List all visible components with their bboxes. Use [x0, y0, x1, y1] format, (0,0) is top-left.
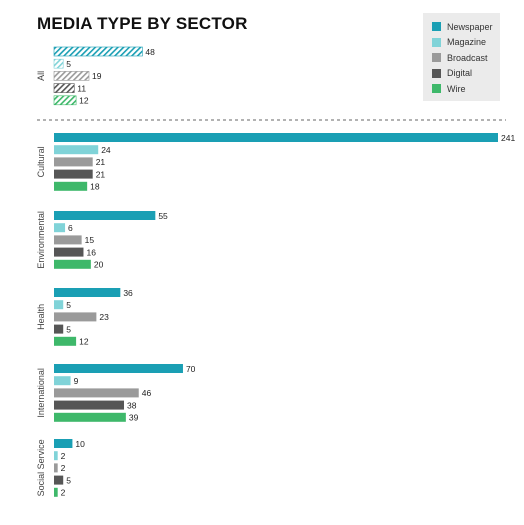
legend-item-magazine: Magazine — [432, 35, 500, 51]
group-health: 36 5 23 5 12 Health — [36, 288, 133, 347]
legend-label: Wire — [447, 83, 466, 94]
legend-item-broadcast: Broadcast — [432, 50, 500, 66]
bar-digital — [54, 400, 125, 410]
bar-wire — [53, 95, 77, 106]
bar-value-label: 11 — [77, 83, 86, 93]
bar-value-label: 21 — [96, 169, 106, 179]
group-label: Health — [36, 304, 46, 330]
legend-swatch — [432, 22, 441, 32]
bar-value-label: 36 — [123, 288, 133, 298]
bar-value-label: 2 — [61, 488, 66, 498]
bar-value-label: 18 — [90, 182, 100, 192]
bar-value-label: 12 — [79, 337, 89, 347]
bar-digital — [54, 475, 64, 485]
group-international: 70 9 46 38 39 International — [36, 364, 196, 423]
group-label: Environmental — [36, 211, 46, 269]
bar-broadcast — [54, 157, 93, 167]
chart-title: MEDIA TYPE BY SECTOR — [37, 14, 248, 33]
legend-swatch — [432, 84, 441, 94]
bar-value-label: 5 — [66, 300, 71, 310]
group-label: Social Service — [36, 439, 46, 496]
bar-digital — [54, 169, 93, 179]
legend-label: Magazine — [447, 37, 487, 48]
bar-newspaper — [54, 288, 121, 297]
bar-value-label: 5 — [66, 59, 71, 69]
group-label: All — [36, 71, 46, 81]
legend-label: Broadcast — [447, 52, 488, 63]
bar-value-label: 38 — [127, 400, 137, 410]
bar-value-label: 2 — [61, 463, 66, 473]
group-environmental: 55 6 15 16 20 Environmental — [36, 211, 168, 270]
legend-item-digital: Digital — [432, 66, 500, 82]
bar-value-label: 16 — [86, 247, 96, 257]
group-all: 48 5 19 11 12 All — [36, 46, 155, 106]
bar-newspaper — [54, 133, 498, 142]
bar-wire — [54, 412, 126, 422]
bar-value-label: 46 — [142, 388, 152, 398]
legend-label: Digital — [447, 68, 473, 79]
bar-digital — [53, 83, 75, 93]
bar-broadcast — [53, 71, 90, 81]
bar-value-label: 48 — [145, 47, 155, 57]
bar-magazine — [54, 451, 58, 461]
bar-value-label: 2 — [61, 451, 66, 461]
bar-value-label: 12 — [79, 96, 89, 106]
bar-value-label: 20 — [94, 260, 104, 270]
legend: Newspaper Magazine Broadcast Digital Wire — [423, 13, 500, 101]
bar-value-label: 23 — [99, 312, 109, 322]
bar-value-label: 15 — [85, 235, 95, 245]
bar-magazine — [54, 376, 71, 386]
bar-newspaper — [54, 364, 183, 373]
bar-value-label: 10 — [75, 439, 85, 449]
bar-wire — [54, 487, 58, 497]
legend-swatch — [432, 37, 441, 47]
bar-value-label: 6 — [68, 223, 73, 233]
legend-item-wire: Wire — [432, 81, 500, 97]
bar-value-label: 5 — [66, 475, 71, 485]
bar-digital — [54, 324, 64, 334]
legend-swatch — [432, 53, 441, 63]
bar-value-label: 55 — [158, 211, 168, 221]
bar-magazine — [54, 223, 66, 233]
bar-value-label: 19 — [92, 71, 102, 81]
bar-value-label: 39 — [129, 413, 139, 423]
legend-item-newspaper: Newspaper — [432, 19, 500, 35]
bar-wire — [54, 181, 88, 191]
bar-value-label: 21 — [96, 157, 106, 167]
bar-value-label: 9 — [74, 376, 79, 386]
legend-swatch — [432, 68, 441, 78]
bar-wire — [54, 259, 91, 269]
group-label: International — [36, 368, 46, 418]
bar-broadcast — [54, 312, 97, 322]
bar-magazine — [54, 145, 99, 155]
bar-digital — [54, 247, 84, 257]
bar-broadcast — [54, 235, 82, 245]
legend-label: Newspaper — [447, 21, 493, 32]
bar-newspaper — [54, 439, 73, 448]
group-label: Cultural — [36, 146, 46, 177]
bar-newspaper — [53, 46, 143, 57]
bar-value-label: 24 — [101, 145, 111, 155]
bar-value-label: 241 — [501, 133, 515, 143]
group-cultural: 241 24 21 21 18 Cultural — [36, 133, 515, 192]
bar-magazine — [53, 58, 64, 69]
bar-broadcast — [54, 463, 58, 473]
bar-broadcast — [54, 388, 139, 398]
bar-value-label: 70 — [186, 364, 196, 374]
bar-wire — [54, 336, 77, 346]
bar-newspaper — [54, 211, 156, 220]
bar-magazine — [54, 300, 64, 310]
bar-value-label: 5 — [66, 324, 71, 334]
